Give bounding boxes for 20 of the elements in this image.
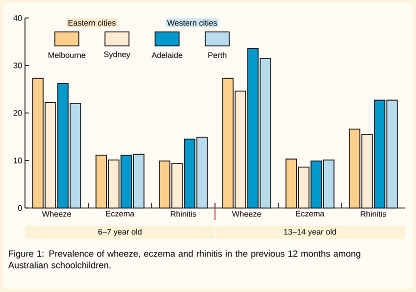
legend-label: Sydney — [104, 51, 130, 59]
x-tick-label: Wheeze — [42, 210, 71, 217]
y-tick-label: 20 — [14, 110, 22, 116]
x-tick-label: Rhinitis — [360, 210, 386, 217]
caption: Figure 1: Prevalence of wheeze, eczema and rhinitis in the previous 12 months among Australian schoolchildren. — [8, 250, 360, 268]
x-tick-label: Wheeze — [232, 210, 261, 217]
x-tick-label: Eczema — [296, 210, 324, 216]
text: 6–7 year old — [98, 228, 142, 236]
annotation: Western cities — [167, 20, 217, 26]
annotation: Eastern cities — [68, 20, 116, 26]
y-tick-label: 0 — [18, 205, 22, 211]
x-tick-label: Eczema — [106, 210, 134, 216]
legend-label: Adelaide — [152, 52, 182, 58]
y-tick-label: 40 — [13, 15, 22, 21]
legend-label: Melbourne — [48, 52, 86, 58]
y-tick-label: 10 — [14, 158, 22, 164]
legend-label: Perth — [208, 52, 226, 58]
text: 13–14 year old — [284, 228, 336, 236]
x-tick-label: Rhinitis — [170, 210, 196, 217]
y-tick-label: 30 — [14, 62, 22, 68]
